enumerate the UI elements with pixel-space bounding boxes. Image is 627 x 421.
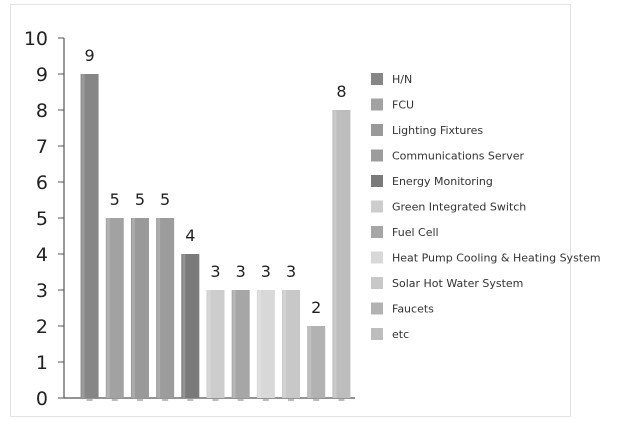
y-tick-label: 8 [36, 100, 48, 122]
y-tick-label: 3 [36, 280, 48, 302]
data-label: 3 [210, 262, 220, 281]
bar-highlight [333, 110, 337, 398]
y-tick-label: 7 [36, 136, 48, 158]
y-tick-label: 6 [36, 172, 48, 194]
legend-swatch [371, 124, 383, 136]
bar-highlight [106, 218, 110, 398]
legend-label: Energy Monitoring [392, 175, 493, 188]
bar [206, 290, 225, 398]
legend-label: H/N [392, 73, 412, 86]
legend-swatch [371, 98, 383, 111]
legend-swatch [371, 149, 383, 162]
bar-highlight [308, 326, 312, 398]
bar [130, 218, 149, 398]
legend-label: Lighting Fixtures [392, 124, 483, 137]
y-tick-label: 4 [36, 244, 48, 266]
data-label: 8 [336, 82, 346, 101]
y-tick-label: 2 [36, 316, 48, 338]
legend-swatch [371, 328, 383, 340]
data-label: 2 [311, 298, 321, 317]
legend-swatch [371, 277, 383, 289]
legend-label: FCU [392, 99, 414, 112]
bar-highlight [81, 74, 85, 398]
legend-swatch [371, 175, 383, 187]
y-tick-label: 10 [24, 28, 48, 50]
legend-swatch [371, 302, 383, 315]
bar-highlight [257, 290, 261, 398]
y-tick-label: 9 [36, 64, 48, 86]
bar [105, 218, 124, 398]
data-label: 4 [185, 226, 195, 245]
y-tick-label: 1 [36, 352, 48, 374]
data-label: 9 [84, 46, 94, 65]
bar [307, 326, 326, 398]
data-label: 3 [236, 262, 246, 281]
bar-highlight [131, 218, 135, 398]
legend-label: Heat Pump Cooling & Heating System [392, 252, 601, 265]
bar [156, 218, 175, 398]
bar [231, 290, 250, 398]
legend-label: Solar Hot Water System [392, 277, 523, 290]
legend-label: Green Integrated Switch [392, 201, 526, 214]
legend-swatch [371, 73, 383, 85]
legend-swatch [371, 226, 383, 238]
data-label: 5 [110, 190, 120, 209]
bar-highlight [157, 218, 161, 398]
y-tick-label: 5 [36, 208, 48, 230]
legend-label: Fuel Cell [392, 226, 439, 239]
bar [181, 254, 200, 398]
data-label: 5 [160, 190, 170, 209]
bar-highlight [232, 290, 236, 398]
bar [256, 290, 275, 398]
legend-label: Faucets [392, 303, 434, 316]
data-label: 5 [135, 190, 145, 209]
legend-swatch [371, 251, 383, 264]
data-label: 3 [286, 262, 296, 281]
legend-label: Communications Server [392, 150, 524, 163]
y-tick-label: 0 [36, 388, 48, 410]
bar-highlight [283, 290, 287, 398]
bar [80, 74, 99, 398]
legend-label: etc [392, 328, 409, 341]
bar-highlight [182, 254, 186, 398]
bar [332, 110, 351, 398]
data-label: 3 [261, 262, 271, 281]
bar [282, 290, 301, 398]
legend-swatch [371, 200, 383, 213]
bar-highlight [207, 290, 211, 398]
